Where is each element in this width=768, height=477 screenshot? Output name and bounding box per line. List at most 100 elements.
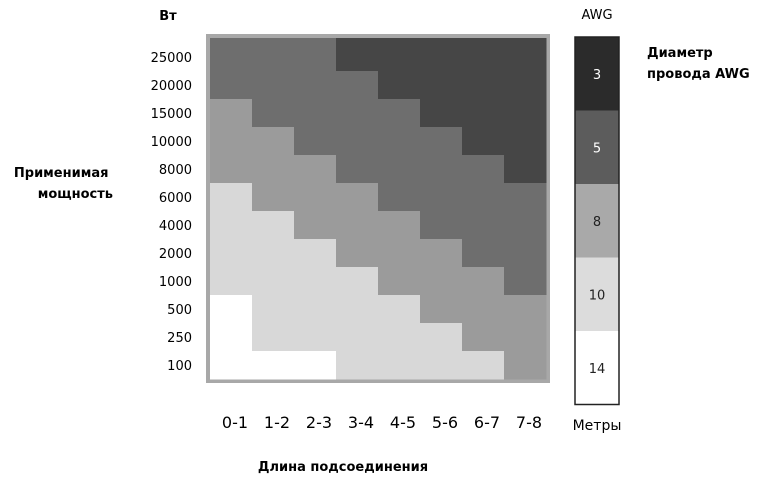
heatmap-cell	[336, 38, 379, 72]
heatmap-cell	[378, 99, 421, 128]
heatmap-cell	[420, 351, 463, 380]
y-axis-label-line-1: Применимая	[14, 166, 109, 181]
heatmap-cell	[252, 211, 295, 240]
heatmap-cell	[294, 38, 337, 72]
legend-swatch-label: 3	[593, 68, 601, 83]
heatmap-cell	[210, 239, 253, 268]
heatmap-cell	[378, 127, 421, 156]
y-tick-label: 6000	[159, 191, 192, 206]
heatmap-cell	[336, 155, 379, 184]
legend-swatch	[575, 184, 619, 258]
heatmap-cell	[504, 351, 547, 380]
legend-swatch-label: 5	[593, 141, 601, 156]
heatmap-cell	[420, 99, 463, 128]
heatmap-cell	[210, 351, 253, 380]
heatmap-cell	[336, 99, 379, 128]
heatmap-cell	[294, 351, 337, 380]
heatmap-cell	[420, 295, 463, 324]
heatmap-cell	[378, 71, 421, 100]
legend-swatch	[575, 257, 619, 331]
heatmap-cell	[504, 71, 547, 100]
heatmap-cell	[252, 127, 295, 156]
legend-side-label-line-2: провода AWG	[647, 67, 750, 82]
y-tick-label: 10000	[151, 135, 192, 150]
legend-side-label: Диаметр провода AWG	[647, 46, 750, 82]
heatmap-cell	[378, 38, 421, 72]
x-tick-label: 6-7	[474, 413, 500, 432]
legend-swatch	[575, 110, 619, 184]
legend-title: AWG	[581, 8, 612, 23]
heatmap-cell	[210, 295, 253, 324]
heatmap-cell	[504, 211, 547, 240]
heatmap-cell	[252, 239, 295, 268]
y-tick-label: 100	[167, 359, 192, 374]
heatmap-cell	[462, 183, 505, 212]
heatmap-cell	[294, 71, 337, 100]
heatmap-cell	[378, 239, 421, 268]
heatmap-cell	[462, 127, 505, 156]
heatmap-cell	[462, 155, 505, 184]
legend-swatches: 3 5 8 10 14	[574, 36, 620, 406]
heatmap-cell	[378, 295, 421, 324]
legend-swatch-label: 10	[589, 288, 606, 303]
heatmap-cell	[504, 267, 547, 296]
heatmap-cell	[336, 267, 379, 296]
heatmap-cell	[294, 267, 337, 296]
heatmap-cell	[294, 183, 337, 212]
x-tick-label: 4-5	[390, 413, 416, 432]
y-unit-label: Вт	[159, 9, 177, 24]
heatmap-cell	[504, 155, 547, 184]
heatmap-cell	[336, 127, 379, 156]
heatmap-cell	[420, 127, 463, 156]
heatmap-cell	[462, 267, 505, 296]
legend-swatch	[575, 37, 619, 111]
heatmap-cell	[210, 323, 253, 352]
heatmap-cell	[252, 71, 295, 100]
y-tick-label: 8000	[159, 163, 192, 178]
y-tick-label: 15000	[151, 107, 192, 122]
heatmap-cell	[504, 99, 547, 128]
heatmap-cell	[336, 183, 379, 212]
heatmap-cell	[420, 183, 463, 212]
heatmap-cell	[378, 267, 421, 296]
heatmap-cell	[378, 211, 421, 240]
heatmap-cells	[210, 38, 547, 380]
heatmap-cell	[504, 38, 547, 72]
y-tick-label: 250	[167, 331, 192, 346]
heatmap-cell	[462, 239, 505, 268]
heatmap-cell	[420, 38, 463, 72]
heatmap-cell	[504, 239, 547, 268]
y-tick-label: 25000	[151, 51, 192, 66]
y-tick-label: 4000	[159, 219, 192, 234]
heatmap-cell	[504, 295, 547, 324]
heatmap-cell	[294, 155, 337, 184]
y-tick-label: 1000	[159, 275, 192, 290]
heatmap-cell	[210, 267, 253, 296]
legend-border	[574, 36, 620, 406]
heatmap-cell	[378, 323, 421, 352]
heatmap-cell	[336, 295, 379, 324]
heatmap-cell	[294, 323, 337, 352]
heatmap-cell	[504, 183, 547, 212]
heatmap-cell	[294, 99, 337, 128]
x-tick-label: 7-8	[516, 413, 542, 432]
heatmap-cell	[252, 99, 295, 128]
heatmap-cell	[462, 99, 505, 128]
heatmap-cell	[210, 211, 253, 240]
legend-swatch-label: 8	[593, 215, 601, 230]
legend-side-label-line-1: Диаметр	[647, 46, 713, 61]
legend-swatch	[575, 331, 619, 405]
heatmap-cell	[336, 239, 379, 268]
heatmap-cell	[336, 323, 379, 352]
heatmap-cell	[210, 155, 253, 184]
heatmap-cell	[252, 323, 295, 352]
x-tick-label: 5-6	[432, 413, 458, 432]
y-tick-label: 20000	[151, 79, 192, 94]
legend-footer: Метры	[573, 418, 622, 434]
heatmap-cell	[504, 127, 547, 156]
y-tick-labels: 25000 20000 15000 10000 8000 6000 4000 2000 1000…	[151, 51, 192, 374]
heatmap-cell	[462, 323, 505, 352]
y-tick-label: 2000	[159, 247, 192, 262]
heatmap-cell	[504, 323, 547, 352]
